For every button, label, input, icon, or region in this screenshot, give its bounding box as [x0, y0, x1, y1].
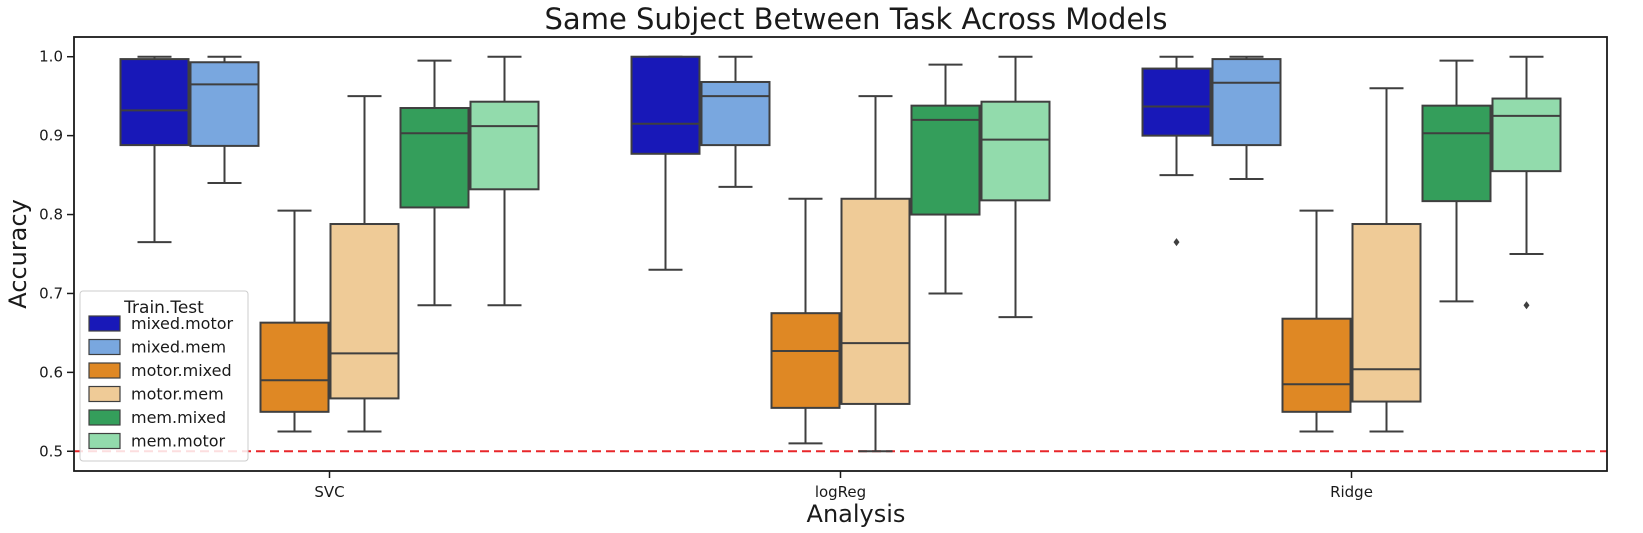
box-mixed-motor-logreg [630, 55, 701, 271]
box-iqr [770, 312, 841, 409]
box-motor-mem-ridge [1351, 87, 1422, 433]
legend-swatch [88, 315, 121, 332]
x-tick-label: logReg [815, 483, 866, 501]
box-mixed-mem-ridge [1211, 55, 1282, 181]
legend-swatch [88, 385, 121, 403]
box-mem-motor-logreg [980, 55, 1051, 319]
legend-entry-label: motor.mixed [131, 361, 232, 380]
box-iqr [189, 61, 260, 147]
y-tick-label: 1.0 [39, 48, 63, 66]
box-mem-mixed-logreg [910, 63, 981, 295]
box-mem-motor-ridge [1491, 55, 1562, 310]
legend: Train.Test mixed.motor mixed.mem motor.mix… [79, 290, 249, 462]
chart-title: Same Subject Between Task Across Models [545, 2, 1168, 36]
box-motor-mem-logreg [840, 95, 911, 453]
box-motor-mem-svc [329, 95, 400, 433]
legend-entry-label: mem.mixed [131, 408, 226, 427]
box-iqr [700, 80, 771, 147]
box-mem-mixed-ridge [1421, 59, 1492, 303]
box-motor-mixed-svc [259, 209, 330, 433]
x-axis-label: Analysis [807, 500, 906, 528]
box-iqr [119, 58, 190, 147]
box-motor-mixed-ridge [1281, 209, 1352, 433]
box-iqr [1281, 317, 1352, 413]
outlier-point [1523, 301, 1530, 310]
box-iqr [840, 197, 911, 405]
box-iqr [1211, 58, 1282, 147]
box-iqr [980, 100, 1051, 202]
box-mem-motor-svc [469, 55, 540, 307]
outlier-point [1173, 238, 1180, 247]
y-axis-label: Accuracy [4, 199, 32, 309]
legend-entry-label: mem.motor [131, 432, 226, 451]
y-tick-label: 0.5 [39, 442, 63, 460]
box-iqr [1421, 104, 1492, 203]
y-tick-label: 0.6 [39, 363, 63, 381]
box-iqr [910, 104, 981, 216]
box-iqr [630, 55, 701, 155]
box-mixed-motor-svc [119, 55, 190, 244]
legend-swatch [88, 362, 121, 379]
y-tick-label: 0.8 [39, 206, 63, 224]
box-mixed-mem-svc [189, 55, 260, 184]
legend-frame [79, 290, 249, 462]
box-mixed-mem-logreg [700, 55, 771, 188]
y-tick-label: 0.9 [39, 127, 63, 145]
y-tick-label: 0.7 [39, 284, 63, 302]
box-iqr [1491, 97, 1562, 173]
box-iqr [1351, 223, 1422, 403]
legend-swatch [88, 409, 121, 426]
y-axis: 0.5 0.6 0.7 0.8 0.9 1.0 [39, 48, 74, 460]
x-tick-label: Ridge [1330, 483, 1373, 501]
legend-entry-label: motor.mem [131, 385, 224, 404]
box-iqr [469, 100, 540, 191]
box-motor-mixed-logreg [770, 197, 841, 445]
box-iqr [259, 321, 330, 413]
boxes [119, 55, 1562, 453]
box-iqr [1141, 67, 1212, 137]
box-mem-mixed-svc [399, 59, 470, 307]
legend-title: Train.Test [123, 298, 204, 318]
x-axis: SVC logReg Ridge [314, 471, 1373, 501]
x-tick-label: SVC [314, 483, 344, 501]
legend-entry-label: mixed.motor [131, 314, 234, 333]
legend-swatch [88, 338, 121, 356]
legend-swatch [88, 432, 121, 450]
box-mixed-motor-ridge [1141, 55, 1212, 247]
box-iqr [399, 107, 470, 209]
legend-entry-label: mixed.mem [131, 338, 226, 357]
box-iqr [329, 223, 400, 400]
